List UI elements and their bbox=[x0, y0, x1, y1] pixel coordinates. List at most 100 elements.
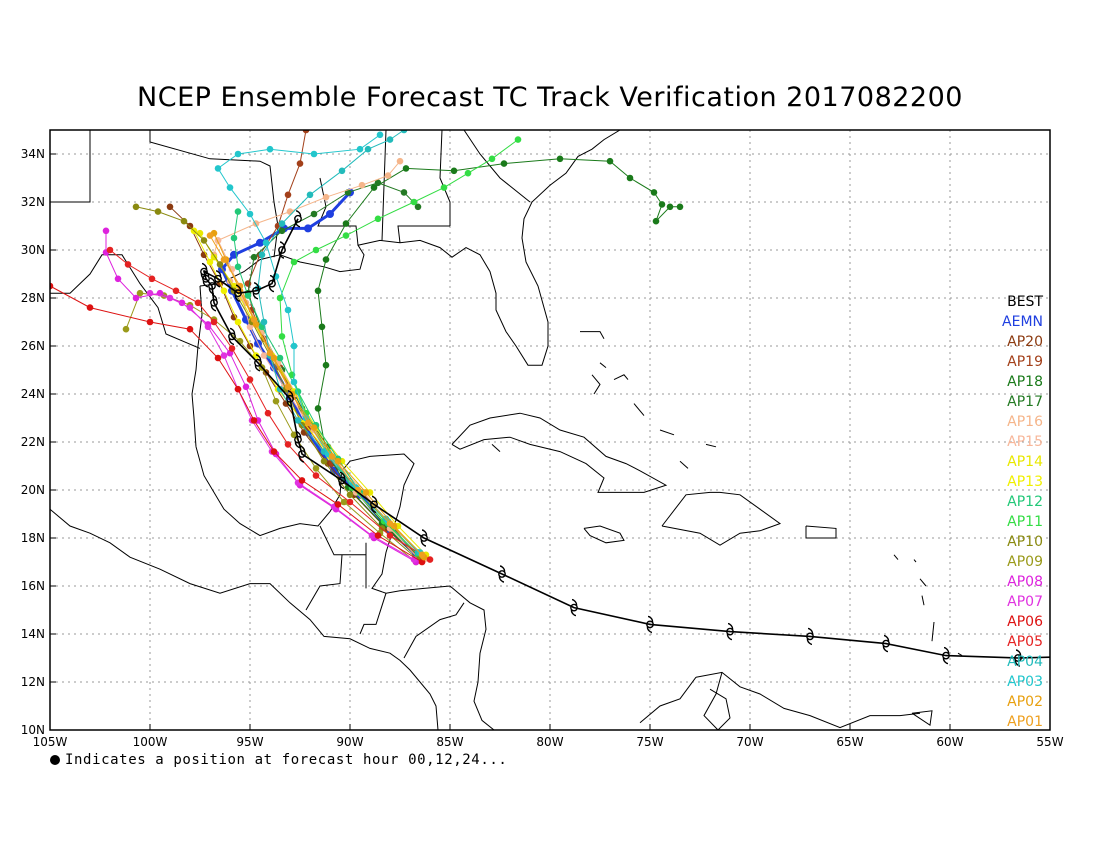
track-point-ap03 bbox=[290, 342, 298, 350]
track-point-ap06 bbox=[298, 477, 306, 484]
coastline bbox=[195, 446, 495, 730]
track-point-ap18 bbox=[658, 201, 666, 208]
track-point-ap11 bbox=[374, 215, 382, 223]
coastline bbox=[199, 130, 621, 366]
coastline bbox=[705, 443, 717, 448]
track-point-ap14 bbox=[196, 229, 204, 237]
x-tick-label: 65W bbox=[836, 735, 863, 749]
track-point-ap07 bbox=[186, 304, 194, 311]
hurricane-symbol-icon bbox=[726, 622, 734, 641]
hurricane-symbol-icon bbox=[228, 327, 236, 346]
track-point-ap09 bbox=[136, 289, 144, 297]
coastline bbox=[931, 621, 935, 642]
track-line-ap10 bbox=[135, 206, 419, 560]
y-tick-label: 18N bbox=[21, 531, 45, 545]
track-point-ap18 bbox=[500, 160, 508, 167]
track-point-ap07 bbox=[204, 323, 212, 331]
track-point-ap05 bbox=[210, 318, 218, 326]
coastline bbox=[305, 554, 343, 611]
legend-entry-ap10: AP10 bbox=[1007, 534, 1043, 550]
hurricane-symbol-icon bbox=[278, 241, 286, 259]
track-point-ap06 bbox=[86, 304, 94, 311]
track-point-ap02 bbox=[334, 457, 342, 465]
track-point-ap13 bbox=[206, 258, 214, 266]
y-tick-label: 16N bbox=[21, 579, 45, 593]
coastline bbox=[639, 676, 697, 724]
hurricane-symbol-icon bbox=[570, 598, 578, 617]
track-line-ap07 bbox=[149, 292, 415, 561]
track-point-ap18 bbox=[626, 174, 634, 182]
x-tick-label: 85W bbox=[436, 735, 463, 749]
track-point-ap18 bbox=[450, 167, 458, 175]
track-point-ap13 bbox=[252, 352, 260, 359]
track-point-ap04 bbox=[278, 220, 286, 227]
track-point-ap17 bbox=[374, 179, 382, 187]
track-point-ap19 bbox=[284, 191, 292, 199]
track-point-ap12 bbox=[276, 354, 284, 362]
legend-entry-ap14: AP14 bbox=[1007, 454, 1043, 470]
track-point-ap16 bbox=[384, 172, 392, 179]
track-point-ap14 bbox=[210, 253, 218, 261]
track-point-ap06 bbox=[270, 448, 278, 455]
track-point-ap01 bbox=[250, 316, 258, 323]
coastline bbox=[191, 285, 203, 447]
hurricane-symbol-icon bbox=[294, 430, 302, 449]
hurricane-symbol-icon bbox=[298, 445, 306, 463]
track-point-ap17 bbox=[400, 189, 408, 196]
x-tick-label: 100W bbox=[133, 735, 168, 749]
track-point-ap20 bbox=[166, 203, 174, 211]
coastline bbox=[451, 412, 668, 493]
x-tick-label: 75W bbox=[636, 735, 663, 749]
y-tick-label: 28N bbox=[21, 291, 45, 305]
legend-entry-ap05: AP05 bbox=[1007, 634, 1043, 650]
coastline bbox=[805, 525, 837, 539]
track-point-ap06 bbox=[50, 282, 54, 290]
coastline bbox=[591, 374, 601, 395]
coastline bbox=[911, 710, 933, 727]
legend-entry-ap04: AP04 bbox=[1007, 654, 1043, 670]
coastline bbox=[695, 671, 921, 729]
track-point-ap06 bbox=[214, 354, 222, 362]
track-point-ap11 bbox=[410, 198, 418, 206]
track-point-aemn bbox=[326, 210, 334, 218]
coastline bbox=[491, 444, 501, 452]
legend-entry-ap16: AP16 bbox=[1007, 414, 1043, 430]
x-tick-label: 95W bbox=[236, 735, 263, 749]
track-point-ap03 bbox=[226, 184, 234, 191]
track-point-ap04 bbox=[400, 130, 408, 134]
track-point-ap03 bbox=[214, 165, 222, 172]
best-track bbox=[200, 210, 1050, 667]
track-point-ap15 bbox=[238, 294, 246, 302]
track-point-ap06 bbox=[234, 385, 242, 393]
track-point-ap06 bbox=[250, 417, 258, 424]
legend-entry-ap20: AP20 bbox=[1007, 334, 1043, 350]
track-point-ap20 bbox=[186, 222, 194, 230]
y-tick-label: 12N bbox=[21, 675, 45, 689]
coastline bbox=[583, 525, 625, 544]
track-point-ap01 bbox=[206, 232, 214, 239]
track-point-ap09 bbox=[312, 465, 320, 472]
track-point-ap04 bbox=[306, 191, 314, 199]
track-point-ap11 bbox=[464, 169, 472, 177]
track-point-ap16 bbox=[286, 208, 294, 215]
coastline bbox=[913, 559, 917, 563]
coastline bbox=[613, 374, 629, 381]
position-dot-icon bbox=[50, 755, 60, 765]
coastline bbox=[633, 403, 645, 416]
track-point-ap03 bbox=[246, 210, 254, 218]
coastline bbox=[919, 578, 927, 587]
track-point-ap10 bbox=[180, 217, 188, 225]
track-point-ap05 bbox=[106, 246, 114, 254]
track-point-ap02 bbox=[362, 489, 370, 496]
hurricane-symbol-icon bbox=[200, 262, 208, 281]
forecast-tracks bbox=[50, 130, 684, 566]
coastline bbox=[50, 508, 439, 730]
track-point-ap11 bbox=[276, 294, 284, 302]
track-point-ap16 bbox=[322, 193, 330, 201]
track-point-ap04 bbox=[260, 318, 268, 326]
track-point-ap05 bbox=[346, 498, 354, 506]
track-line-ap12 bbox=[233, 211, 421, 558]
track-point-ap18 bbox=[322, 256, 330, 263]
track-point-ap10 bbox=[200, 237, 208, 244]
